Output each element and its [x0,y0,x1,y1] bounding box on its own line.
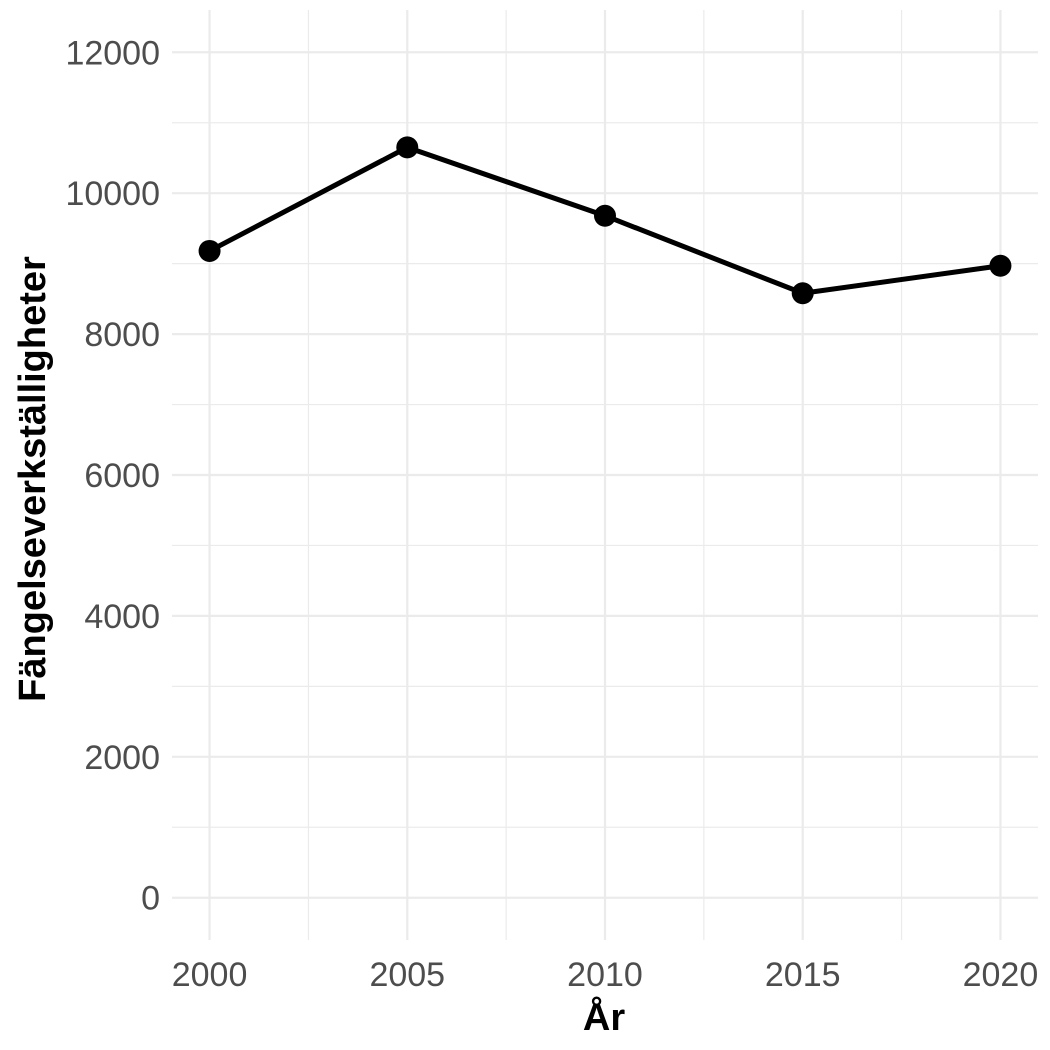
y-tick-label: 6000 [84,457,160,495]
y-tick-label: 8000 [84,316,160,354]
points-layer [198,136,1012,305]
data-point [791,282,814,305]
x-axis-tick-labels: 2000 2005 2010 2015 2020 [172,956,1039,994]
x-axis-title: År [583,995,625,1039]
data-point [594,204,616,227]
y-tick-label: 4000 [84,598,160,636]
data-point [396,136,419,159]
x-tick-label: 2020 [963,956,1039,994]
y-tick-label: 10000 [65,175,160,213]
data-point [198,239,221,262]
y-tick-label: 2000 [84,739,160,777]
x-tick-label: 2010 [567,956,643,994]
data-point [989,254,1012,277]
y-tick-label: 12000 [65,34,160,72]
x-tick-label: 2000 [172,956,248,994]
y-tick-label: 0 [141,880,160,918]
y-axis-tick-labels: 0 2000 4000 6000 8000 10000 12000 [65,34,160,917]
major-gridlines [172,10,1038,940]
y-axis-title: Fängelseverkställigheter [12,256,54,702]
x-tick-label: 2015 [765,956,841,994]
x-tick-label: 2005 [369,956,445,994]
